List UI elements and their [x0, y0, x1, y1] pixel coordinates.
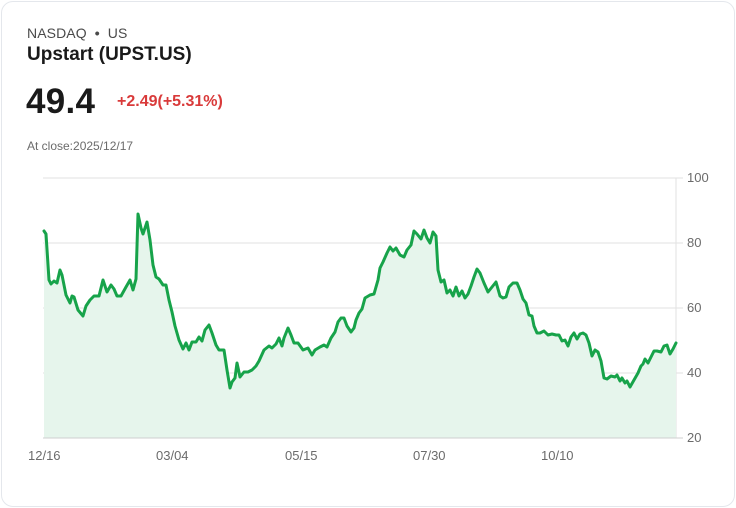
- x-tick-label: 07/30: [413, 448, 446, 463]
- region-label: US: [107, 25, 128, 41]
- y-tick-label: 100: [687, 170, 709, 185]
- x-tick-label: 10/10: [541, 448, 574, 463]
- y-tick-label: 40: [687, 365, 701, 380]
- current-price: 49.4: [26, 82, 96, 121]
- x-tick-label: 05/15: [285, 448, 318, 463]
- x-tick-label: 12/16: [28, 448, 61, 463]
- x-tick-label: 03/04: [156, 448, 189, 463]
- price-area-fill: [44, 214, 676, 438]
- stock-title: Upstart (UPST.US): [27, 44, 192, 65]
- y-tick-label: 80: [687, 235, 701, 250]
- price-line: [42, 212, 678, 390]
- y-axis-labels: 100 80 60 40 20: [687, 170, 709, 445]
- close-date-label: At close:2025/12/17: [27, 139, 134, 153]
- exchange-name: NASDAQ: [27, 25, 87, 41]
- y-tick-label: 20: [687, 430, 701, 445]
- price-change: +2.49(+5.31%): [117, 93, 223, 110]
- separator-dot: •: [94, 25, 100, 41]
- exchange-line: NASDAQ • US: [27, 25, 127, 41]
- y-tick-label: 60: [687, 300, 701, 315]
- x-axis-labels: 12/16 03/04 05/15 07/30 10/10: [28, 448, 574, 463]
